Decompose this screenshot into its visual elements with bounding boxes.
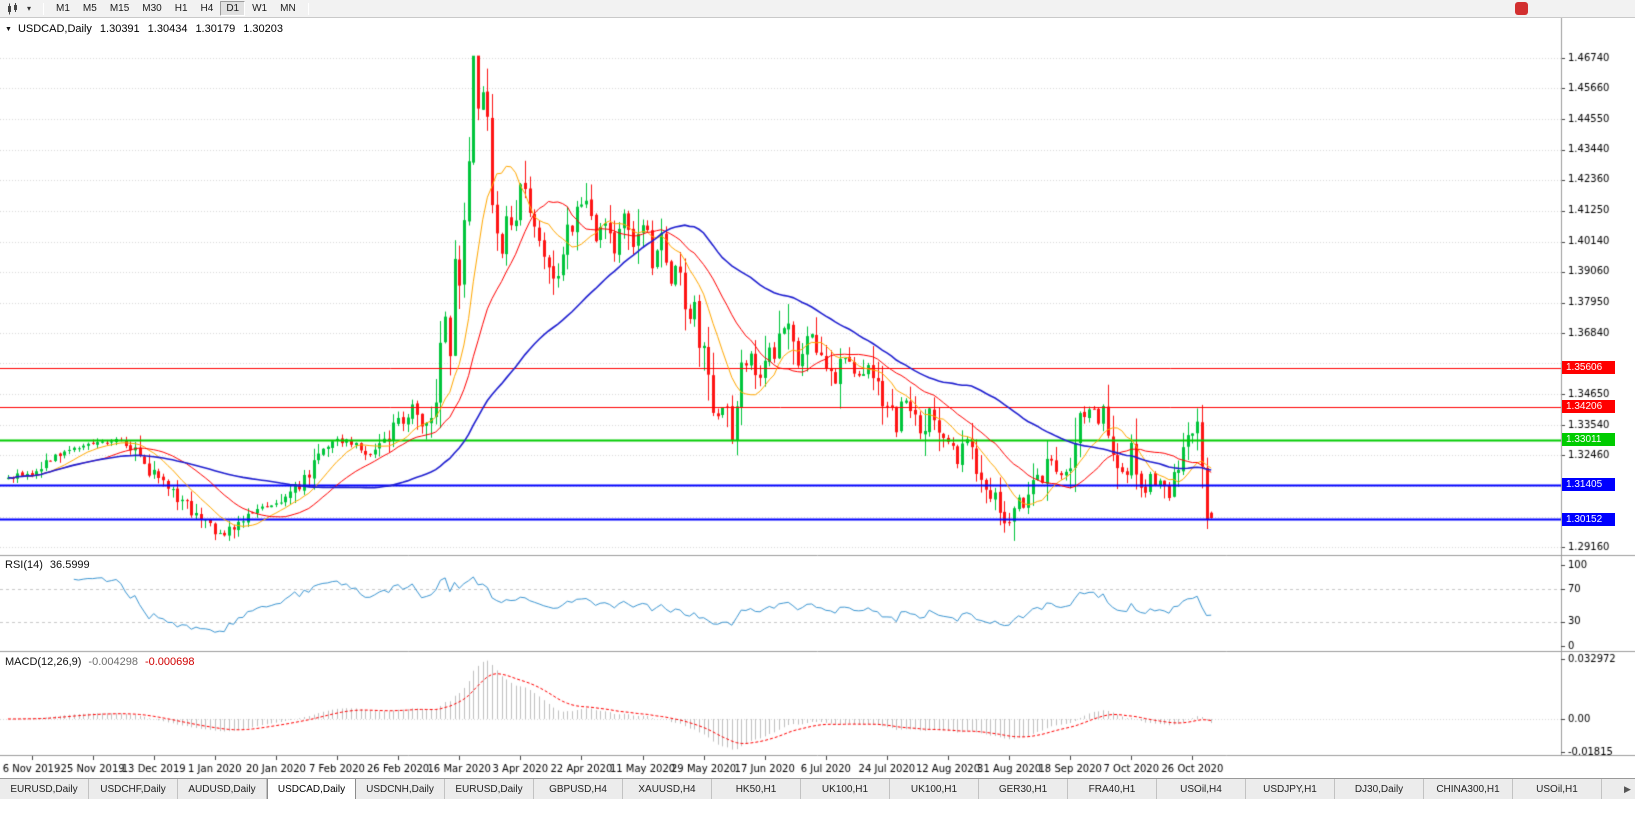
rsi-panel-label: RSI(14) 36.5999	[5, 559, 90, 571]
chart-tab-hk50-h1[interactable]: HK50,H1	[712, 779, 801, 799]
toolbar-separator	[307, 2, 309, 15]
timeframe-button-m5[interactable]: M5	[82, 3, 97, 14]
chart-tab-usoil-h4[interactable]: USOil,H4	[1157, 779, 1246, 799]
close-value: 1.30203	[243, 23, 283, 35]
chart-tab-usoil-h1[interactable]: USOil,H1	[1513, 779, 1602, 799]
symbol-dropdown-icon[interactable]: ▼	[5, 25, 12, 33]
timeframe-button-d1[interactable]: D1	[220, 1, 246, 16]
chart-tab-gbpusd-h4[interactable]: GBPUSD,H4	[534, 779, 623, 799]
chart-tab-eurusd-daily[interactable]: EURUSD,Daily	[0, 779, 89, 799]
timeframe-button-m15[interactable]: M15	[109, 3, 130, 14]
chart-tab-bar: EURUSD,Daily USDCHF,Daily AUDUSD,Daily USDC…	[0, 778, 1635, 799]
macd-indicator-label: MACD(12,26,9)	[5, 656, 82, 668]
timeframe-button-h4[interactable]: H4	[200, 3, 214, 14]
chart-tab-uk100-h1[interactable]: UK100,H1	[801, 779, 890, 799]
rsi-value: 36.5999	[49, 559, 90, 571]
low-value: 1.30179	[195, 23, 236, 35]
chart-header: ▼ USDCAD,Daily 1.30391 1.30434 1.30179 1…	[5, 23, 283, 35]
price-chart-canvas[interactable]	[0, 18, 1635, 778]
chart-tab-xauusd-h4[interactable]: XAUUSD,H4	[623, 779, 712, 799]
timeframe-button-m1[interactable]: M1	[56, 3, 70, 14]
bottom-strip	[0, 799, 1635, 830]
macd-main-value: -0.004298	[88, 656, 138, 668]
symbol-period-label: USDCAD,Daily	[17, 23, 92, 35]
high-value: 1.30434	[147, 23, 188, 35]
open-value: 1.30391	[99, 23, 140, 35]
chart-tab-usdcad-daily[interactable]: USDCAD,Daily	[267, 779, 356, 799]
timeframe-button-m30[interactable]: M30	[142, 3, 162, 14]
chart-tab-ger30-h1[interactable]: GER30,H1	[979, 779, 1068, 799]
timeframe-toolbar: ▾ M1 M5 M15 M30 H1 H4 D1 W1 MN	[0, 0, 1635, 18]
chart-tab-audusd-daily[interactable]: AUDUSD,Daily	[178, 779, 267, 799]
timeframe-button-w1[interactable]: W1	[252, 3, 268, 14]
chart-tab-dj30-daily[interactable]: DJ30,Daily	[1335, 779, 1424, 799]
rsi-indicator-label: RSI(14)	[5, 559, 43, 571]
timeframe-button-h1[interactable]: H1	[174, 3, 188, 14]
chart-tab-usdcnh-daily[interactable]: USDCNH,Daily	[356, 779, 445, 799]
tab-scroll-right-icon[interactable]: ▶	[1624, 783, 1631, 794]
chart-tab-usdjpy-h1[interactable]: USDJPY,H1	[1246, 779, 1335, 799]
chart-tab-china300-h1[interactable]: CHINA300,H1	[1424, 779, 1513, 799]
chart-tab-usdchf-daily[interactable]: USDCHF,Daily	[89, 779, 178, 799]
macd-signal-value: -0.000698	[144, 656, 195, 668]
timeframe-button-mn[interactable]: MN	[280, 3, 296, 14]
toolbar-separator	[43, 2, 44, 15]
chart-type-icon[interactable]	[4, 1, 20, 16]
timeframe-buttons: M1 M5 M15 M30 H1 H4 D1 W1 MN	[50, 1, 302, 16]
chart-tab-uk100-h1[interactable]: UK100,H1	[890, 779, 979, 799]
chart-dropdown-icon[interactable]: ▾	[26, 4, 31, 13]
chart-tab-fra40-h1[interactable]: FRA40,H1	[1068, 779, 1157, 799]
macd-panel-label: MACD(12,26,9) -0.004298 -0.000698	[5, 656, 195, 668]
chart-tab-eurusd-daily[interactable]: EURUSD,Daily	[445, 779, 534, 799]
record-icon[interactable]	[1515, 2, 1528, 15]
